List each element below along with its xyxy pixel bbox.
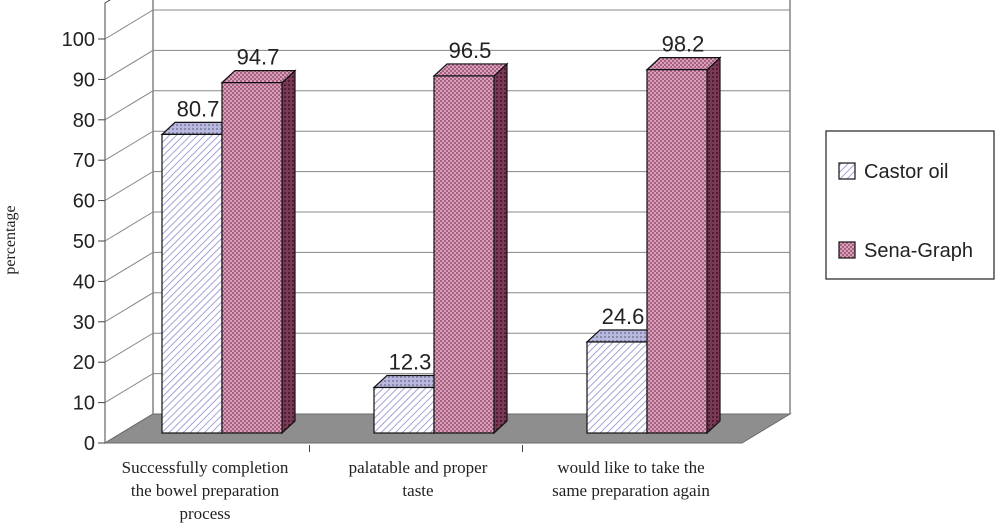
legend: Castor oil Sena-Graph (825, 130, 995, 280)
gridline (104, 49, 790, 80)
y-tick-label: 50 (73, 231, 95, 253)
data-label: 80.7 (177, 96, 220, 121)
bar-side-sena-graph (493, 62, 508, 435)
y-tick-label: 20 (73, 352, 95, 374)
y-axis: 0 10 20 30 40 50 60 70 80 90 100 (62, 29, 105, 455)
category-label: palatable and proper (349, 458, 488, 477)
bar-top-sena-graph (220, 70, 297, 84)
legend-label: Castor oil (864, 161, 948, 183)
legend-swatch (838, 241, 856, 259)
y-tick-label: 100 (62, 29, 95, 51)
bar-top-sena-graph (432, 63, 509, 77)
data-label: 98.2 (662, 32, 705, 57)
y-tick-label: 70 (73, 150, 95, 172)
y-tick-label: 30 (73, 312, 95, 334)
data-label: 12.3 (389, 349, 432, 374)
category-label: taste (402, 481, 433, 500)
bar-sena-graph (646, 69, 708, 434)
gridline (104, 130, 790, 161)
side-wall (104, 0, 154, 444)
gridline (104, 171, 790, 202)
bar-castor-oil (586, 341, 648, 434)
y-tick-label: 90 (73, 69, 95, 91)
data-label: 24.6 (602, 304, 645, 329)
category-label: would like to take the (557, 458, 704, 477)
gridline (104, 9, 790, 40)
data-label: 94.7 (237, 45, 280, 70)
bar-side-sena-graph (706, 56, 721, 435)
y-tick-label: 40 (73, 271, 95, 293)
category-label: same preparation again (552, 481, 710, 500)
category-label: Successfully completion (122, 458, 289, 477)
bar-castor-oil (373, 386, 435, 434)
gridline (104, 373, 790, 404)
gridline (104, 332, 790, 363)
bar-sena-graph (433, 75, 495, 434)
y-axis-label: percentage (2, 205, 19, 274)
bars (160, 56, 722, 435)
bar-side-sena-graph (281, 69, 296, 435)
bar-castor-oil (161, 133, 223, 434)
category-labels: Successfully completion the bowel prepara… (122, 445, 710, 523)
category-label: the bowel preparation (131, 481, 280, 500)
legend-swatch (838, 162, 856, 180)
category-label: process (180, 504, 231, 523)
data-label: 96.5 (449, 38, 492, 63)
y-tick-label: 0 (84, 433, 95, 455)
data-labels: 80.7 94.7 12.3 96.5 24.6 98.2 (177, 32, 705, 375)
gridline (104, 292, 790, 323)
y-tick-label: 10 (73, 393, 95, 415)
bar-top-sena-graph (645, 57, 722, 71)
bar-sena-graph (221, 82, 283, 434)
legend-label: Sena-Graph (864, 240, 973, 262)
gridline (104, 211, 790, 242)
gridline (104, 90, 790, 121)
y-tick-label: 60 (73, 191, 95, 213)
y-tick-label: 80 (73, 110, 95, 132)
gridline (104, 251, 790, 282)
